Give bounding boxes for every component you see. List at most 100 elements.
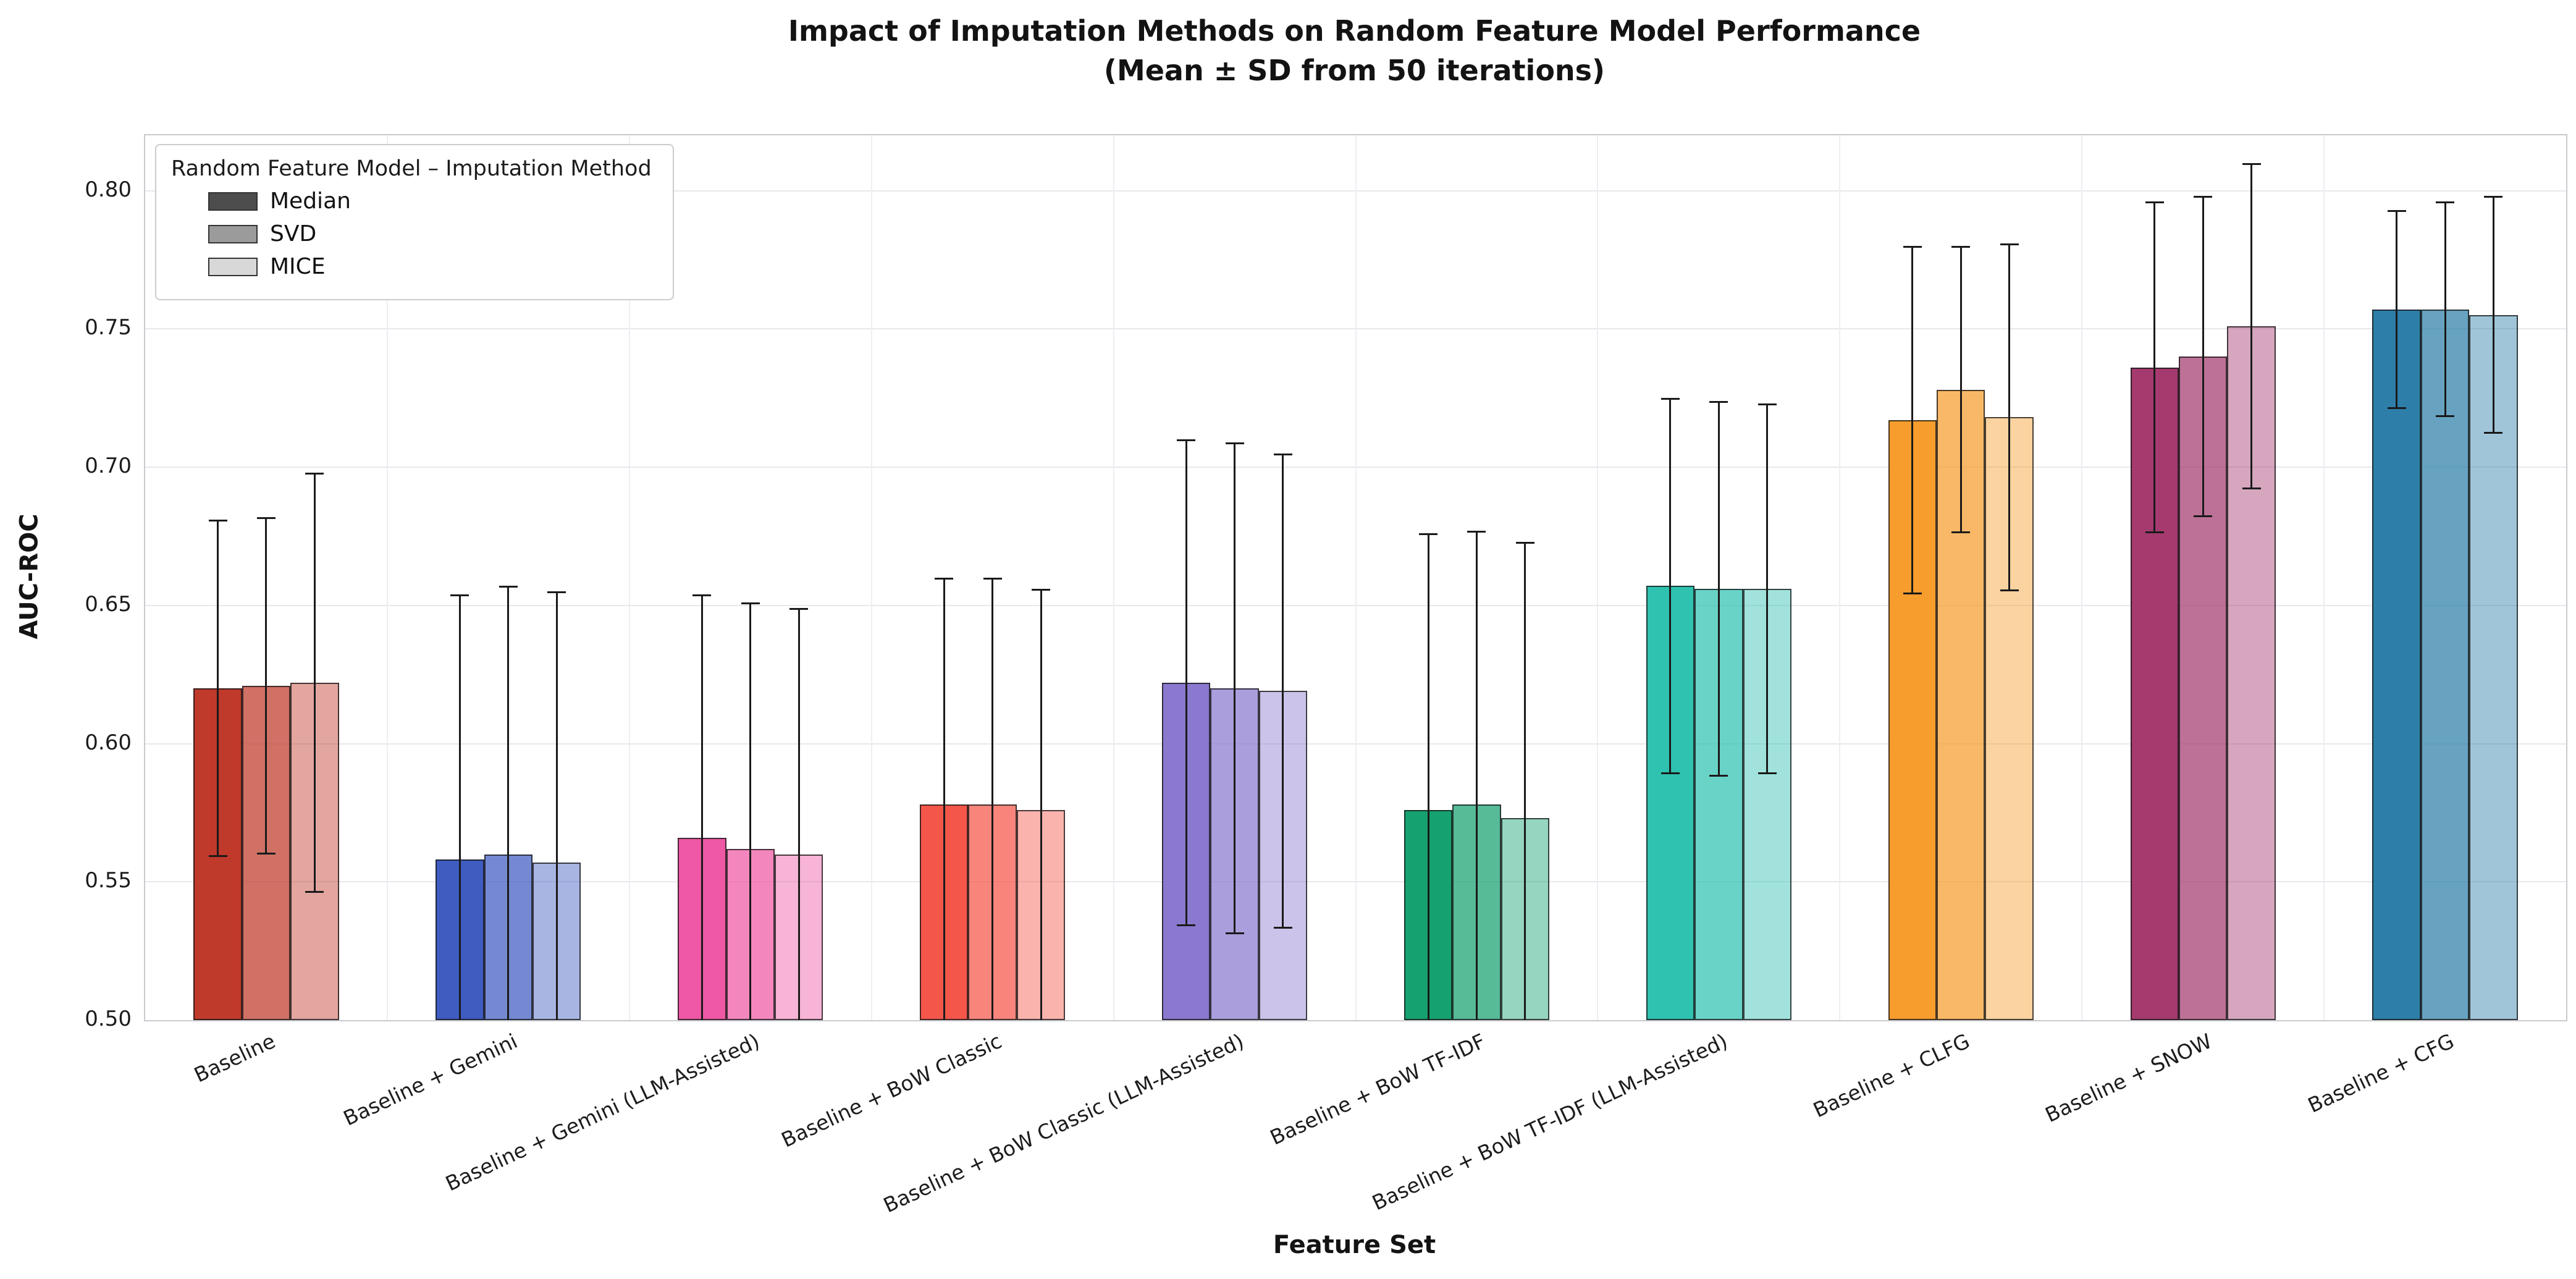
error-bar [1234,442,1236,935]
gridline-x [1113,135,1114,1020]
error-bar [2202,196,2204,517]
legend-swatch-mice [208,257,258,276]
error-bar-cap [1951,246,1971,248]
y-tick-label: 0.80 [85,177,132,202]
error-bar-cap [499,586,518,588]
legend-swatch-median [208,192,258,211]
error-bar-cap [1177,924,1196,926]
x-tick-label: Baseline [190,1029,279,1087]
error-bar-cap [2194,515,2213,517]
error-bar-cap [1661,772,1680,774]
error-bar [2008,243,2011,592]
x-tick-label: Baseline + Gemini [339,1029,521,1131]
error-bar-cap [1177,439,1196,442]
gridline-x [1355,135,1357,1020]
error-bar [798,608,800,1020]
error-bar-cap [305,891,324,893]
x-axis-label: Feature Set [1273,1231,1436,1259]
error-bar [458,594,461,1020]
error-bar-cap [741,602,760,605]
error-bar [701,594,703,1020]
error-bar [943,578,945,1020]
error-bar-cap [1951,531,1971,534]
error-bar [2492,196,2494,434]
error-bar-cap [2242,487,2261,489]
x-tick-label: Baseline + BoW TF-IDF [1266,1029,1489,1150]
legend-title: Random Feature Model – Imputation Method [171,156,652,181]
gridline-x [1597,135,1599,1020]
error-bar [507,586,510,1020]
error-bar-cap [2387,407,2406,410]
error-bar-cap [1515,541,1534,544]
gridline-x [1839,135,1841,1020]
error-bar [991,578,994,1020]
error-bar-cap [1709,775,1728,777]
y-tick-label: 0.55 [85,868,132,893]
error-bar [1959,246,1962,534]
error-bar [2444,201,2446,418]
y-tick-label: 0.70 [85,454,132,478]
x-tick-label: Baseline + CLFG [1809,1029,1974,1123]
bar-median [2372,309,2421,1020]
error-bar-cap [1757,403,1777,406]
chart-title-line2: (Mean ± SD from 50 iterations) [1103,54,1606,87]
error-bar-cap [1273,927,1292,929]
error-bar-cap [2194,196,2213,198]
x-tick-label: Baseline + SNOW [2041,1029,2216,1128]
error-bar-cap [2484,432,2503,434]
error-bar [1669,398,1672,774]
legend-entry-median: Median [208,188,652,214]
x-tick-label: Baseline + CFG [2304,1029,2458,1118]
error-bar-cap [1032,588,1051,591]
error-bar-cap [1757,772,1777,774]
error-bar [1766,403,1769,774]
gridline-x [870,135,872,1020]
error-bar [2153,201,2156,534]
bar-svd [2420,309,2470,1020]
error-bar-cap [256,517,276,519]
plot-area: Random Feature Model – Imputation Method… [144,134,2567,1021]
bar-mice [2227,326,2276,1020]
error-bar-cap [935,578,954,580]
error-bar-cap [1467,530,1486,533]
legend-entry-label: MICE [270,254,326,279]
error-bar-cap [2145,201,2164,204]
legend-swatch-svd [208,224,258,243]
error-bar [1427,533,1429,1020]
y-axis-label: AUC-ROC [15,513,44,640]
gridline-x [386,135,388,1020]
error-bar-cap [547,591,566,594]
error-bar-cap [2436,415,2455,418]
error-bar [2250,163,2253,489]
chart-title-line1: Impact of Imputation Methods on Random F… [788,14,1921,48]
error-bar [1040,588,1042,1020]
error-bar-cap [1903,246,1922,248]
error-bar-cap [1225,442,1244,444]
error-bar-cap [208,520,227,522]
y-tick-label: 0.60 [85,730,132,755]
error-bar [749,602,752,1020]
error-bar [1717,400,1720,777]
error-bar [1911,246,1914,594]
error-bar-cap [2387,209,2406,212]
error-bar-cap [983,578,1002,580]
error-bar-cap [256,852,276,855]
error-bar [313,472,316,893]
bar-median [2130,367,2179,1020]
error-bar [265,517,267,855]
error-bar [1282,453,1284,929]
y-tick-label: 0.65 [85,591,132,617]
error-bar-cap [789,608,809,610]
error-bar-cap [208,855,227,857]
error-bar [2396,209,2398,409]
error-bar-cap [1903,592,1922,594]
error-bar-cap [2000,589,2019,592]
error-bar [555,591,558,1020]
legend-entries: Median SVD MICE [171,188,652,279]
legend-entry-label: Median [270,188,351,214]
error-bar-cap [450,594,469,596]
error-bar-cap [1225,932,1244,935]
error-bar-cap [2436,201,2455,204]
error-bar [1524,541,1526,1020]
